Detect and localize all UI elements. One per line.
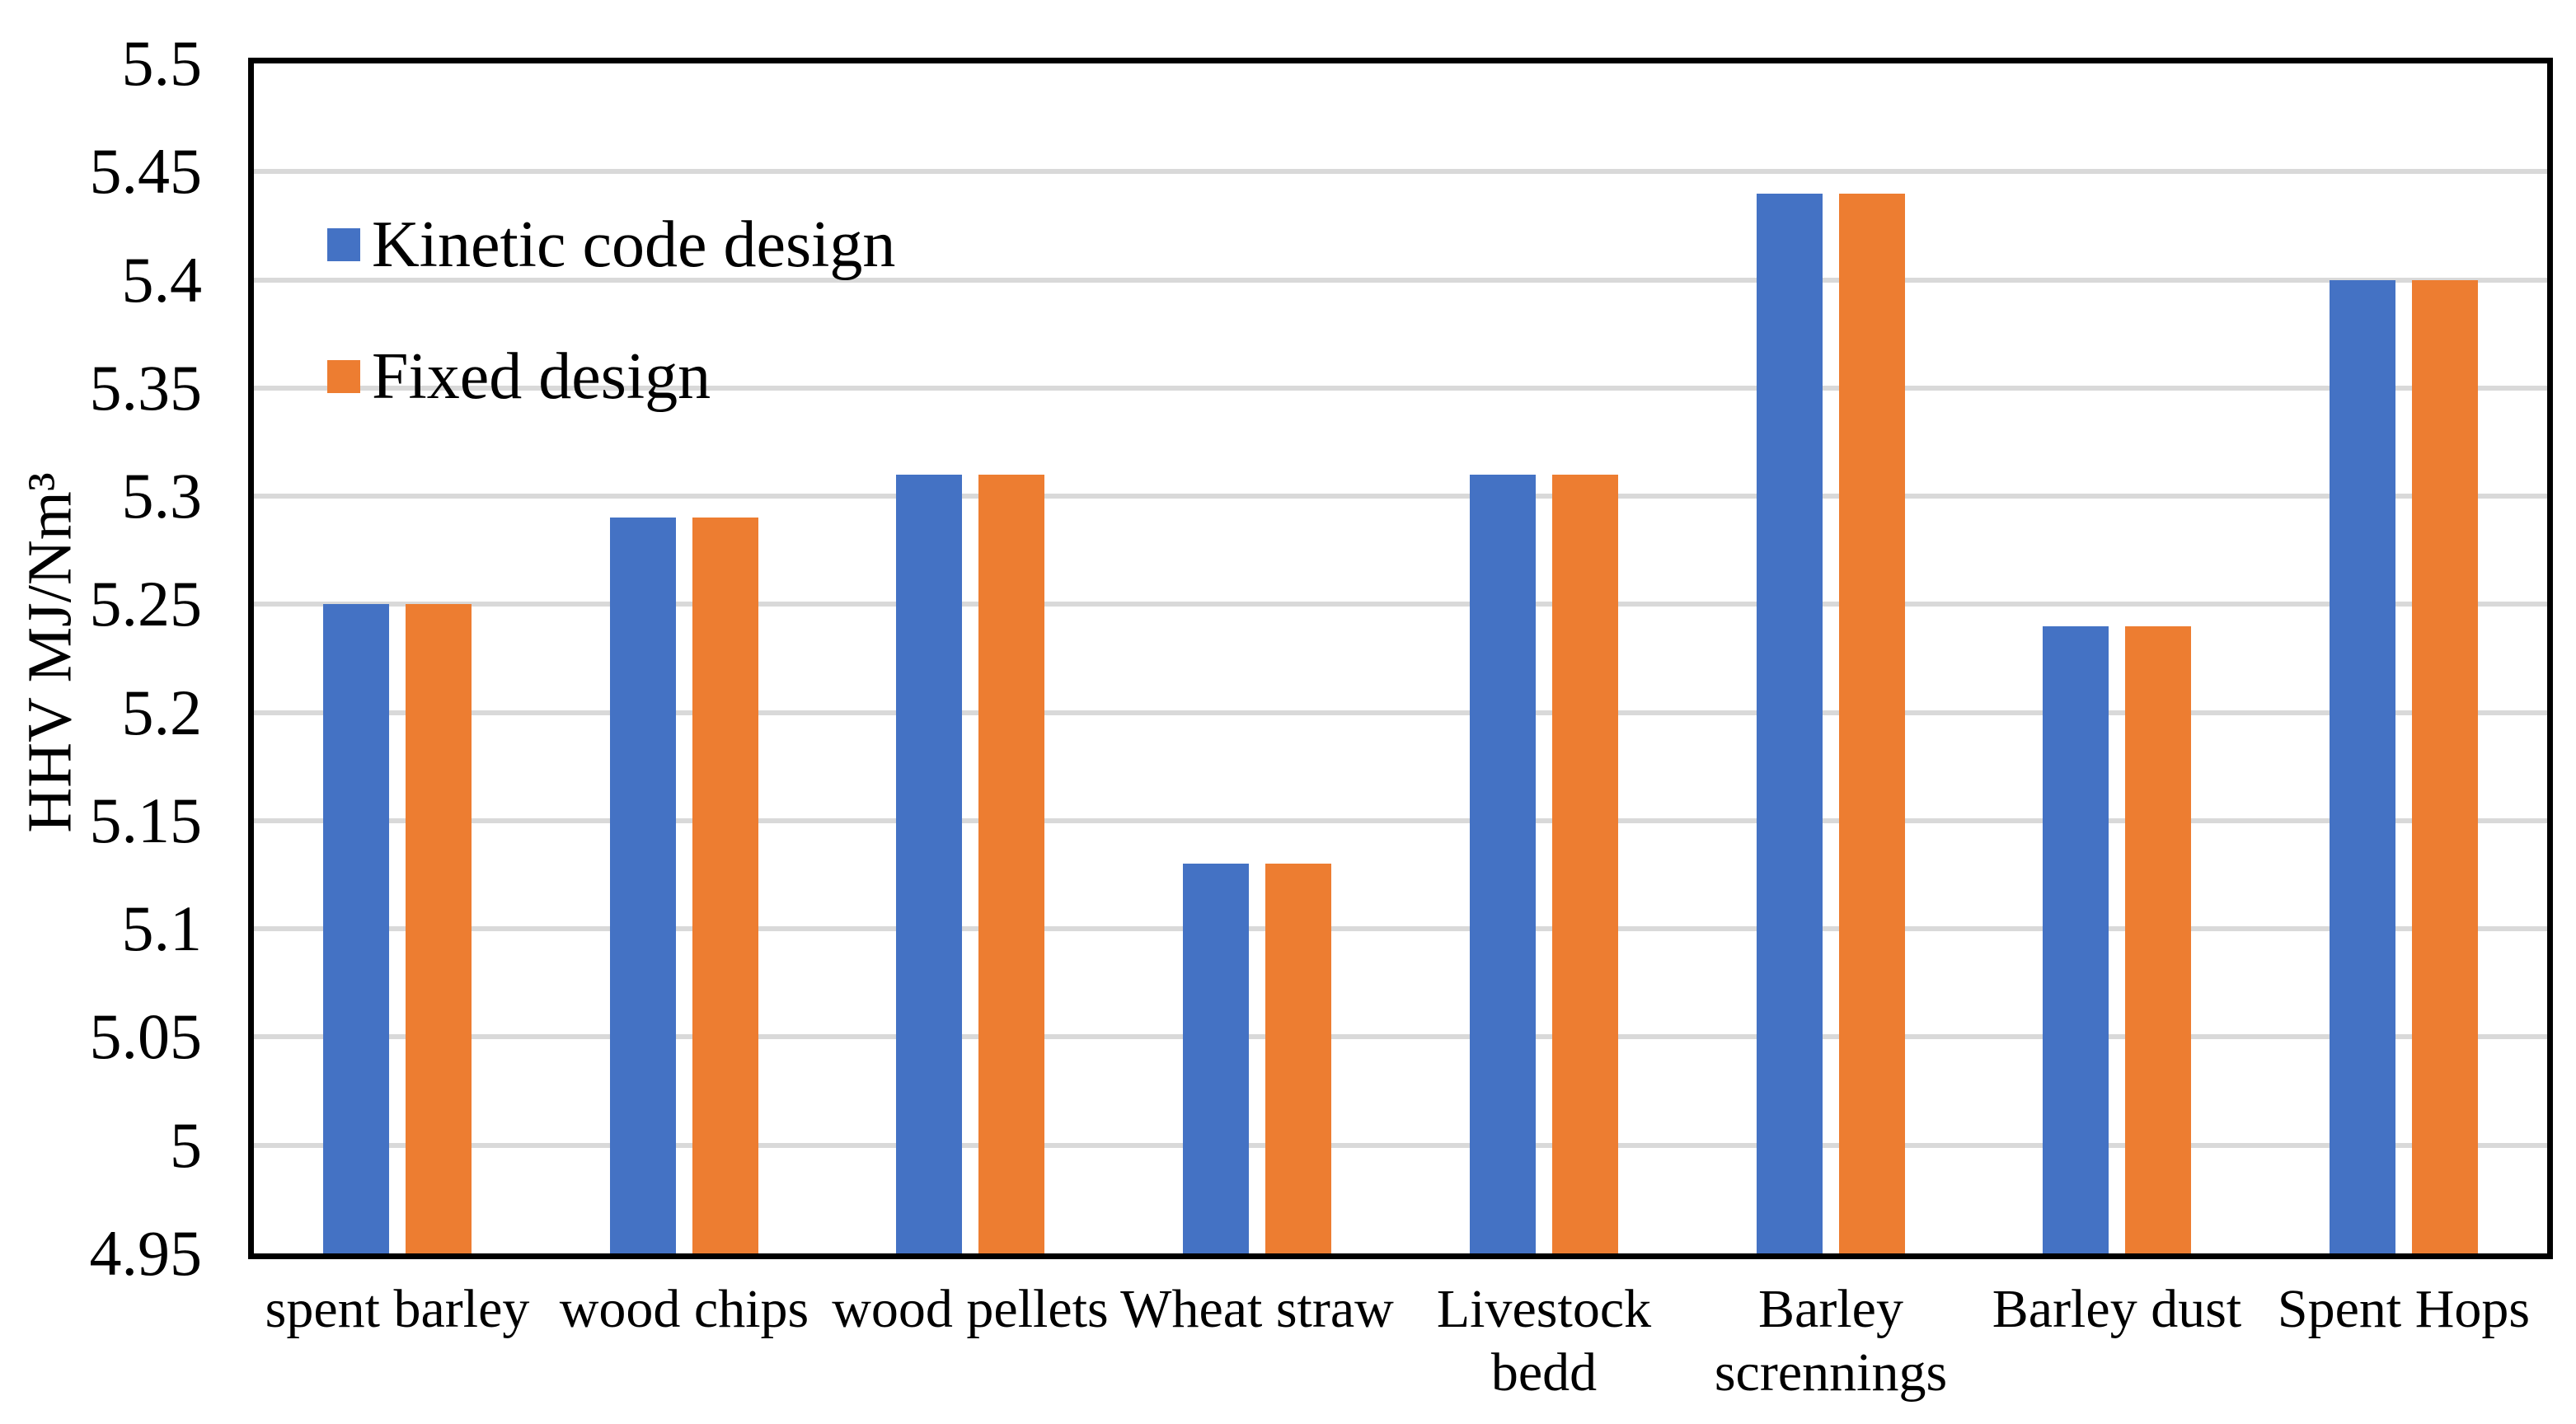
legend-item-fixed-design: Fixed design xyxy=(327,340,895,413)
legend-label: Fixed design xyxy=(372,340,711,413)
bar-fixed-design-wheat-straw xyxy=(1265,864,1331,1253)
bar-fixed-design-wood-chips xyxy=(692,518,758,1253)
gridline-5.4 xyxy=(254,277,2547,283)
bar-fixed-design-barley-scrennings xyxy=(1839,194,1905,1253)
y-tick-label-5.05: 5.05 xyxy=(89,1000,203,1072)
bar-kinetic-code-design-livestock-bedd xyxy=(1470,475,1536,1253)
bar-fixed-design-barley-dust xyxy=(2125,626,2191,1253)
bar-kinetic-code-design-spent-hops xyxy=(2330,280,2395,1253)
y-tick-label-5.2: 5.2 xyxy=(121,677,203,748)
legend-item-kinetic-code-design: Kinetic code design xyxy=(327,208,896,281)
bar-kinetic-code-design-barley-scrennings xyxy=(1757,194,1823,1253)
y-tick-label-5.35: 5.35 xyxy=(89,352,203,424)
x-category-label-wheat-straw: Wheat straw xyxy=(1120,1279,1394,1339)
bar-kinetic-code-design-wheat-straw xyxy=(1183,864,1249,1253)
x-category-label-wood-chips: wood chips xyxy=(559,1279,809,1339)
bar-kinetic-code-design-wood-pellets xyxy=(896,475,962,1253)
gridline-5.25 xyxy=(254,602,2547,607)
x-category-label-barley-dust: Barley dust xyxy=(1992,1279,2242,1339)
gridline-5.15 xyxy=(254,817,2547,823)
bar-kinetic-code-design-wood-chips xyxy=(610,518,676,1253)
bar-fixed-design-spent-hops xyxy=(2412,280,2478,1253)
bar-kinetic-code-design-spent-barley xyxy=(323,604,389,1253)
bar-fixed-design-wood-pellets xyxy=(978,475,1044,1253)
y-tick-label-5.45: 5.45 xyxy=(89,135,203,207)
legend-label: Kinetic code design xyxy=(372,208,896,281)
gridline-5.2 xyxy=(254,710,2547,715)
y-tick-label-5.3: 5.3 xyxy=(121,460,203,532)
y-tick-label-4.95: 4.95 xyxy=(89,1217,203,1289)
legend-swatch-icon xyxy=(327,228,360,261)
x-category-label-wood-pellets: wood pellets xyxy=(832,1279,1109,1339)
legend-swatch-icon xyxy=(327,360,360,393)
y-tick-label-5: 5 xyxy=(170,1109,202,1181)
gridline-5.35 xyxy=(254,385,2547,391)
x-category-label-livestock-bedd: Livestock bedd xyxy=(1436,1279,1652,1403)
legend: Kinetic code design Fixed design xyxy=(327,208,896,492)
gridline-5 xyxy=(254,1142,2547,1148)
bar-fixed-design-livestock-bedd xyxy=(1552,475,1618,1253)
plot-area: Kinetic code design Fixed design xyxy=(248,58,2553,1259)
x-category-label-spent-hops: Spent Hops xyxy=(2277,1279,2531,1339)
y-tick-label-5.15: 5.15 xyxy=(89,785,203,856)
bar-fixed-design-spent-barley xyxy=(406,604,472,1253)
x-category-label-spent-barley: spent barley xyxy=(265,1279,530,1339)
y-tick-label-5.4: 5.4 xyxy=(121,244,203,316)
y-tick-label-5.25: 5.25 xyxy=(89,568,203,639)
bar-kinetic-code-design-barley-dust xyxy=(2043,626,2109,1253)
y-tick-label-5.5: 5.5 xyxy=(121,27,203,99)
gridline-5.45 xyxy=(254,169,2547,175)
gridline-5.1 xyxy=(254,926,2547,932)
gridline-5.3 xyxy=(254,494,2547,499)
gridline-5.05 xyxy=(254,1034,2547,1040)
y-tick-label-5.1: 5.1 xyxy=(121,892,203,964)
x-category-label-barley-scrennings: Barley scrennings xyxy=(1714,1279,1948,1403)
